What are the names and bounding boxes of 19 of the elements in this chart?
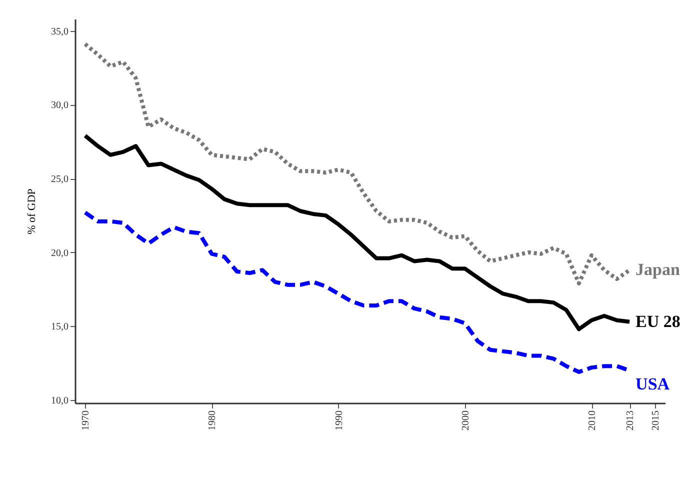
x-tick-label: 1990 (334, 410, 345, 430)
x-tick-label: 2010 (587, 410, 598, 430)
line-series (83, 42, 632, 286)
y-axis-title: % of GDP (26, 188, 38, 234)
y-tick-label: 10,0 (51, 396, 68, 407)
y-tick-label: 30,0 (51, 100, 68, 112)
series-label: EU 28 (636, 312, 680, 331)
x-tick-label: 2013 (625, 410, 636, 430)
series-label: Japan (636, 260, 681, 280)
x-tick-label: 1980 (207, 410, 218, 430)
x-tick-label: 2015 (650, 410, 662, 430)
y-tick-label: 15,0 (51, 322, 68, 333)
y-tick-label: 25,0 (51, 174, 68, 186)
y-tick-label: 35,0 (51, 26, 68, 38)
x-tick-label: 1970 (80, 410, 92, 430)
x-tick-label: 2000 (460, 410, 472, 430)
series-label: USA (636, 374, 670, 394)
y-tick-label: 20,0 (51, 248, 68, 259)
line-series (83, 134, 632, 332)
